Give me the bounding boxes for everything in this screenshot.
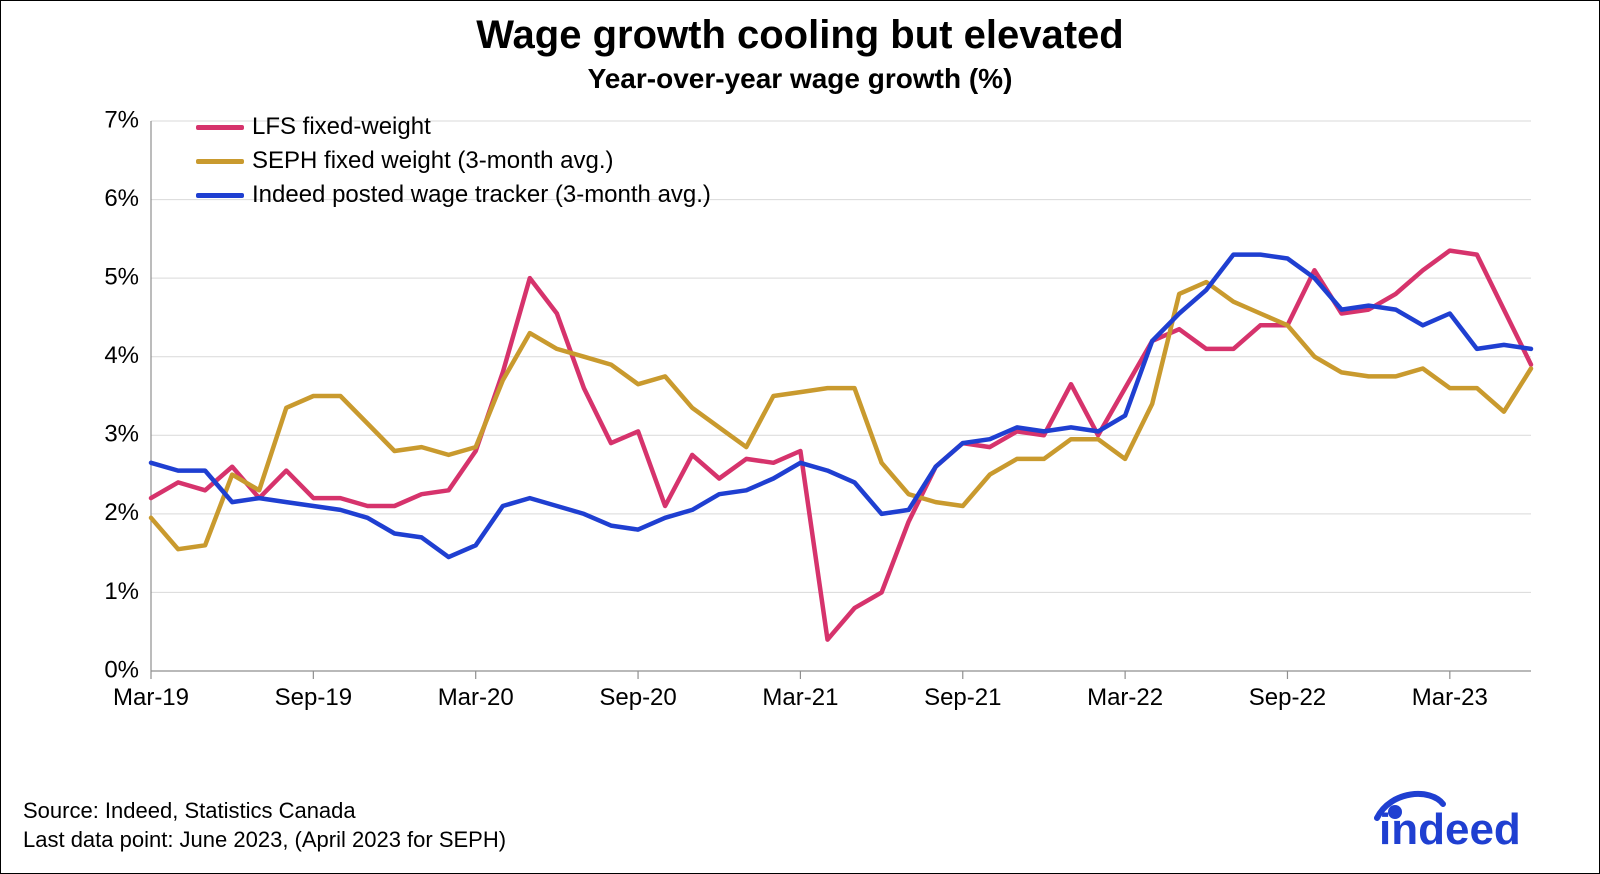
legend-swatch-lfs — [196, 125, 244, 130]
chart-footer: Source: Indeed, Statistics Canada Last d… — [23, 796, 506, 855]
chart-frame: Wage growth cooling but elevated Year-ov… — [0, 0, 1600, 874]
chart-subtitle: Year-over-year wage growth (%) — [1, 63, 1599, 95]
svg-text:Mar-21: Mar-21 — [762, 684, 838, 711]
svg-text:5%: 5% — [104, 263, 139, 290]
legend-item-indeed: Indeed posted wage tracker (3-month avg.… — [196, 181, 711, 209]
legend-swatch-indeed — [196, 193, 244, 198]
svg-text:Sep-21: Sep-21 — [924, 684, 1001, 711]
note-line: Last data point: June 2023, (April 2023 … — [23, 825, 506, 855]
source-line: Source: Indeed, Statistics Canada — [23, 796, 506, 826]
indeed-wordmark: indeed — [1379, 805, 1521, 850]
svg-text:0%: 0% — [104, 656, 139, 683]
svg-text:2%: 2% — [104, 499, 139, 526]
legend-label: LFS fixed-weight — [252, 113, 431, 141]
legend-label: Indeed posted wage tracker (3-month avg.… — [252, 181, 711, 209]
svg-text:Mar-23: Mar-23 — [1412, 684, 1488, 711]
svg-text:Sep-20: Sep-20 — [599, 684, 676, 711]
legend-swatch-seph — [196, 159, 244, 164]
chart-title: Wage growth cooling but elevated — [1, 13, 1599, 58]
svg-text:Mar-19: Mar-19 — [113, 684, 189, 711]
legend-item-lfs: LFS fixed-weight — [196, 113, 711, 141]
svg-text:7%: 7% — [104, 106, 139, 133]
legend-label: SEPH fixed weight (3-month avg.) — [252, 147, 614, 175]
svg-text:6%: 6% — [104, 185, 139, 212]
legend-item-seph: SEPH fixed weight (3-month avg.) — [196, 147, 711, 175]
svg-text:Sep-22: Sep-22 — [1249, 684, 1326, 711]
indeed-logo-svg: indeed — [1371, 786, 1571, 850]
svg-text:Sep-19: Sep-19 — [275, 684, 352, 711]
svg-text:Mar-22: Mar-22 — [1087, 684, 1163, 711]
svg-text:4%: 4% — [104, 342, 139, 369]
indeed-logo: indeed — [1371, 786, 1571, 855]
svg-text:3%: 3% — [104, 421, 139, 448]
legend: LFS fixed-weight SEPH fixed weight (3-mo… — [196, 113, 711, 215]
svg-text:Mar-20: Mar-20 — [438, 684, 514, 711]
svg-text:1%: 1% — [104, 578, 139, 605]
